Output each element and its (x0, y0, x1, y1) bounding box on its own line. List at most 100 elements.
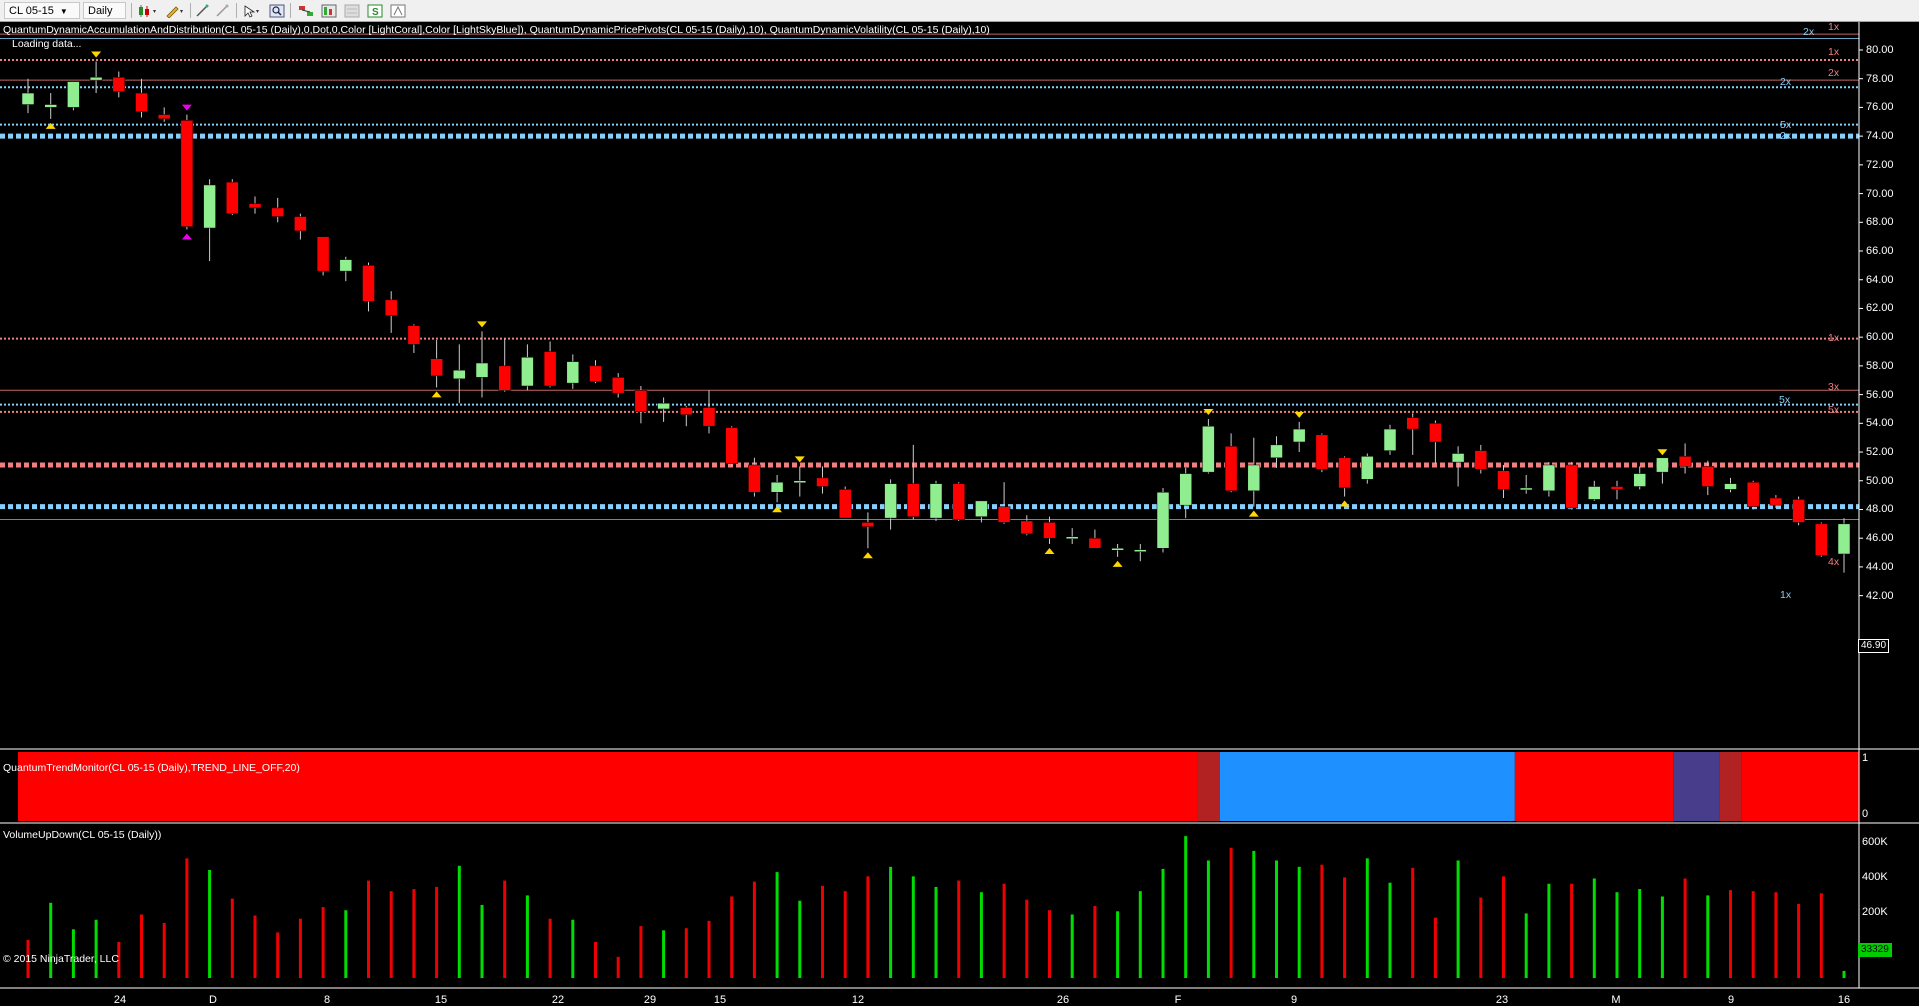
candle (1065, 528, 1079, 544)
pivot-strength-label: 2x (1828, 67, 1840, 79)
volume-bar (1161, 868, 1165, 978)
trend-segment (1741, 752, 1859, 821)
candle (1179, 467, 1192, 519)
cursor-icon[interactable] (240, 2, 264, 19)
data-box-icon[interactable]: S (366, 2, 384, 19)
candle-body (1588, 486, 1601, 500)
volume-bar (503, 880, 507, 978)
candle-body (1837, 523, 1851, 555)
candle-body (1065, 536, 1079, 540)
time-axis-tick: 15 (434, 994, 448, 1006)
pivot-strength-label: 5x (1828, 404, 1840, 416)
candle (1020, 515, 1034, 536)
price-axis-tick: 58.00 (1866, 359, 1894, 372)
candle-body (203, 184, 216, 229)
volume-bar (298, 918, 302, 978)
properties-icon[interactable] (343, 2, 361, 19)
pivot-strength-label: 2x (1780, 130, 1792, 142)
price-chart[interactable] (0, 22, 1919, 991)
candlestick-chart-icon[interactable] (135, 2, 161, 19)
candle-body (1156, 492, 1170, 549)
candle-body (1542, 464, 1556, 492)
zoom-in-icon[interactable] (194, 2, 212, 19)
candle-body (680, 407, 693, 415)
volume-bar (1615, 892, 1619, 978)
volume-bar (1547, 883, 1551, 978)
add-indicator-icon[interactable] (297, 2, 315, 19)
candle-body (1610, 486, 1624, 490)
volume-bar (321, 907, 325, 978)
trend-axis-tick: 0 (1862, 808, 1869, 820)
candle (1202, 419, 1215, 474)
chart-trader-icon[interactable] (389, 2, 407, 19)
pivot-strength-label: 2x (1803, 26, 1815, 38)
pivot-strength-label: 4x (1828, 556, 1840, 568)
magnifier-icon[interactable] (268, 2, 286, 19)
volume-bar (1206, 860, 1210, 978)
candle-body (1429, 423, 1442, 443)
candle-body (838, 489, 852, 519)
candle-body (816, 477, 829, 487)
candle (884, 479, 897, 530)
instrument-selector[interactable]: CL 05-15 ▼ (4, 2, 80, 19)
candle (1815, 522, 1828, 557)
candle (1156, 487, 1170, 553)
trend-indicator-label: QuantumTrendMonitor(CL 05-15 (Daily),TRE… (3, 762, 300, 774)
time-axis-tick: F (1174, 994, 1182, 1006)
candle (1837, 518, 1851, 573)
candle (1519, 475, 1533, 494)
candle-body (929, 483, 943, 519)
pivot-low-marker (1339, 500, 1350, 507)
price-axis-tick: 54.00 (1866, 417, 1894, 430)
volume-bar (1660, 896, 1664, 978)
candle (112, 71, 126, 98)
candle-body (430, 358, 443, 377)
volume-bar (866, 876, 870, 978)
price-axis-tick: 64.00 (1866, 273, 1894, 286)
candle-body (1292, 428, 1306, 443)
candle-body (702, 407, 716, 427)
volume-bar (730, 896, 734, 978)
candle-body (1678, 456, 1692, 467)
pivot-low-marker (431, 391, 442, 398)
candle (475, 331, 489, 398)
candle-body (657, 402, 670, 410)
timeframe-label: Daily (88, 5, 113, 17)
volume-bar (1819, 893, 1823, 978)
pivot-low-marker (181, 233, 192, 240)
candle-body (1746, 481, 1760, 507)
candle (907, 444, 920, 520)
volume-bar (1002, 883, 1006, 978)
price-axis-tick: 60.00 (1866, 331, 1894, 344)
time-axis-tick: 16 (1837, 994, 1851, 1006)
candle (1134, 543, 1147, 562)
price-axis-tick: 52.00 (1866, 446, 1894, 459)
candle (1678, 443, 1692, 474)
volume-bar (775, 872, 779, 978)
candle-body (1815, 523, 1828, 556)
volume-bar (276, 932, 280, 978)
price-axis-tick: 72.00 (1866, 158, 1894, 171)
candle (21, 78, 35, 114)
candle-body (1701, 466, 1715, 487)
pivot-strength-label: 5x (1779, 394, 1791, 406)
pivot-low-marker (1044, 547, 1055, 554)
timeframe-selector[interactable]: Daily ▼ (83, 2, 126, 33)
volume-bar (957, 880, 961, 978)
strategy-icon[interactable] (320, 2, 338, 19)
volume-bar (1683, 878, 1687, 978)
volume-bar (1048, 910, 1051, 978)
candle-body (21, 92, 35, 105)
candle-body (1020, 520, 1034, 535)
candle-body (1111, 548, 1124, 551)
chart-area[interactable]: QuantumDynamicAccumulationAndDistributio… (0, 22, 1919, 1006)
last-price-marker: 46.90 (1858, 639, 1890, 653)
candle-body (589, 365, 602, 382)
time-axis-tick: 24 (113, 994, 127, 1006)
pencil-icon[interactable] (163, 2, 187, 19)
trend-segment (1673, 752, 1720, 821)
volume-bar (548, 918, 552, 978)
zoom-out-icon[interactable] (214, 2, 232, 19)
price-axis-tick: 46.00 (1866, 532, 1894, 545)
pivot-strength-label: 2x (1780, 76, 1792, 88)
